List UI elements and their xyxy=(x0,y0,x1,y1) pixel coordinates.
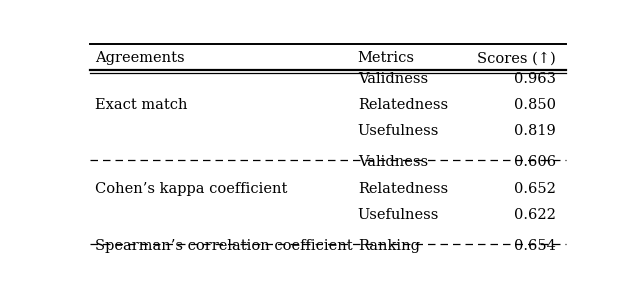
Text: 0.654: 0.654 xyxy=(515,239,556,253)
Text: Validness: Validness xyxy=(358,72,428,86)
Text: Agreements: Agreements xyxy=(95,52,184,65)
Text: Exact match: Exact match xyxy=(95,98,188,112)
Text: Relatedness: Relatedness xyxy=(358,182,448,196)
Text: Validness: Validness xyxy=(358,155,428,169)
Text: 0.606: 0.606 xyxy=(514,155,556,169)
Text: 0.652: 0.652 xyxy=(515,182,556,196)
Text: 0.850: 0.850 xyxy=(514,98,556,112)
Text: 0.819: 0.819 xyxy=(515,125,556,139)
Text: Scores (↑): Scores (↑) xyxy=(477,52,556,65)
Text: 0.963: 0.963 xyxy=(514,72,556,86)
Text: Usefulness: Usefulness xyxy=(358,125,439,139)
Text: Ranking: Ranking xyxy=(358,239,420,253)
Text: Usefulness: Usefulness xyxy=(358,208,439,222)
Text: 0.622: 0.622 xyxy=(515,208,556,222)
Text: Spearman’s correlation coefficient: Spearman’s correlation coefficient xyxy=(95,239,353,253)
Text: Metrics: Metrics xyxy=(358,52,415,65)
Text: Cohen’s kappa coefficient: Cohen’s kappa coefficient xyxy=(95,182,287,196)
Text: Relatedness: Relatedness xyxy=(358,98,448,112)
